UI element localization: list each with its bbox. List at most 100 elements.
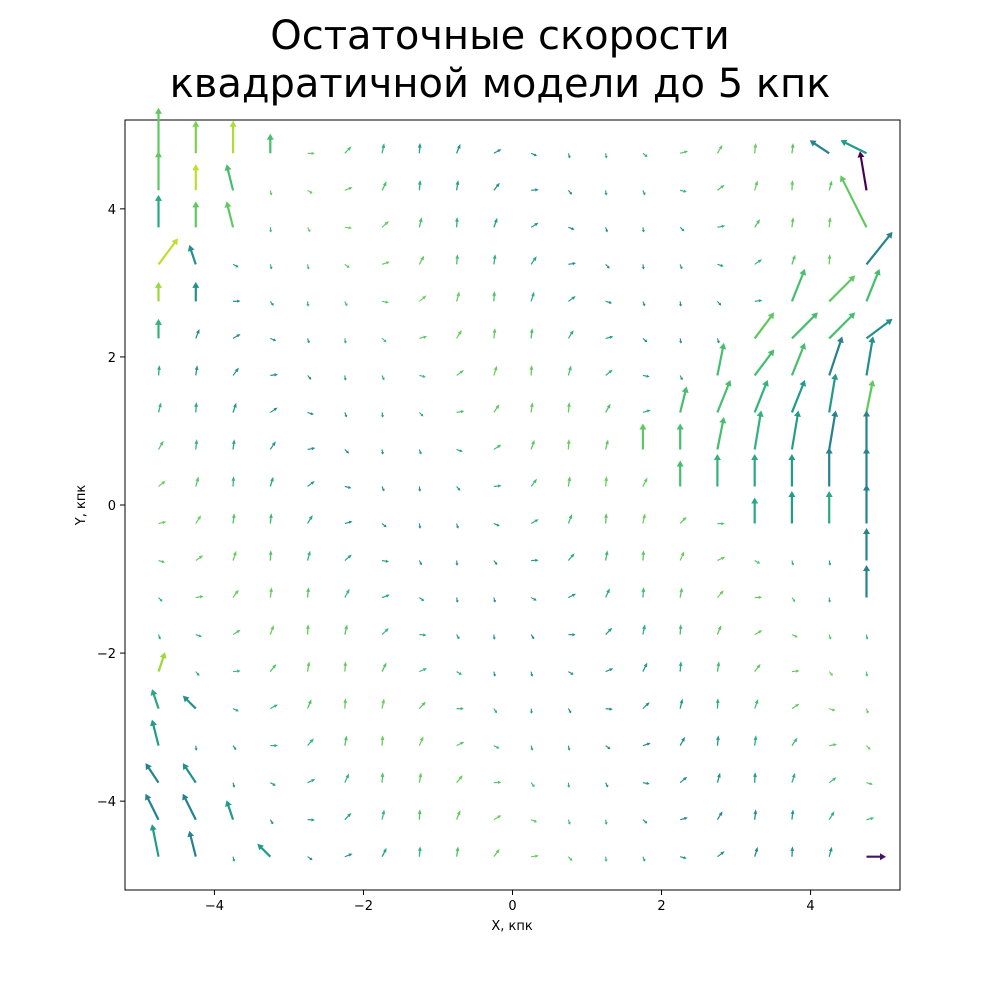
vector-arrow	[788, 454, 796, 487]
vector-arrow	[531, 558, 539, 562]
vector-arrow	[381, 338, 387, 343]
vector-arrow	[717, 263, 724, 267]
vector-arrow	[269, 264, 273, 270]
vector-arrow	[676, 460, 684, 487]
vector-arrow	[642, 477, 648, 487]
vector-arrow	[605, 403, 611, 413]
vector-arrow	[419, 335, 428, 339]
vector-arrow	[753, 349, 775, 377]
vector-arrow	[530, 152, 537, 157]
vector-arrow	[679, 386, 689, 413]
vector-arrow	[343, 661, 348, 672]
vector-arrow	[382, 559, 389, 563]
vector-arrow	[344, 588, 350, 598]
vector-arrow	[531, 188, 539, 192]
vector-arrow	[604, 190, 608, 196]
vector-arrow	[418, 772, 423, 783]
vector-arrow	[493, 444, 502, 450]
vector-arrow	[713, 454, 721, 487]
vector-arrow	[270, 337, 277, 342]
vector-arrow	[456, 741, 465, 747]
vector-arrow	[827, 254, 832, 265]
vector-arrow	[307, 227, 311, 233]
vector-arrow	[419, 295, 427, 302]
vector-arrow	[678, 661, 683, 672]
vector-arrow	[828, 180, 833, 191]
vector-arrow	[182, 763, 197, 784]
vector-arrow	[530, 597, 537, 601]
vector-arrow	[233, 299, 241, 303]
vector-arrow	[456, 775, 463, 783]
vector-arrow	[641, 550, 646, 561]
vector-arrow	[381, 143, 386, 154]
vector-arrow	[158, 597, 163, 602]
vector-arrow	[790, 846, 795, 857]
vector-arrow	[307, 779, 316, 784]
vector-arrow	[865, 336, 876, 376]
vector-arrow	[344, 735, 348, 746]
vector-arrow	[455, 597, 459, 603]
vector-arrow	[605, 300, 613, 304]
vector-arrow	[419, 633, 427, 637]
vector-arrow	[642, 662, 648, 672]
vector-arrow	[791, 772, 796, 783]
vector-arrow	[456, 448, 463, 453]
chart-title: Остаточные скорости квадратичной модели …	[169, 13, 831, 107]
vector-arrow	[344, 554, 352, 561]
vector-arrow	[157, 652, 167, 672]
vector-arrow	[344, 812, 352, 821]
vector-arrow	[492, 328, 497, 339]
axis-ticks: −4 −2 0 2 4 −4 −2 0 2 4	[97, 203, 815, 914]
vector-arrow	[863, 410, 870, 450]
vector-arrow	[716, 735, 720, 746]
vector-arrow	[788, 491, 796, 524]
vector-arrow	[344, 301, 348, 307]
vector-arrow	[754, 259, 763, 265]
vector-arrow	[150, 719, 160, 746]
vector-arrow	[381, 594, 390, 599]
vector-arrow	[418, 217, 423, 228]
vector-arrow	[530, 222, 539, 228]
vector-arrow	[568, 593, 577, 599]
vector-arrow	[195, 634, 202, 638]
vector-arrow	[418, 846, 422, 857]
vector-arrow	[605, 588, 610, 598]
vector-arrow	[145, 793, 160, 821]
vector-arrow	[829, 708, 836, 712]
vector-arrow	[307, 856, 313, 860]
vector-arrow	[158, 521, 167, 525]
vector-arrow	[567, 553, 575, 561]
vector-arrow	[566, 439, 571, 450]
vector-arrow	[754, 180, 759, 191]
vector-arrow	[192, 201, 200, 228]
vector-arrow	[493, 484, 502, 488]
vector-arrow	[717, 556, 726, 561]
vector-arrow	[456, 634, 460, 640]
vector-arrow	[306, 264, 310, 270]
vector-arrow	[753, 312, 775, 340]
vector-arrow	[149, 824, 160, 857]
vector-arrow	[676, 423, 684, 450]
vector-arrow	[306, 661, 311, 672]
vector-arrow	[716, 144, 723, 154]
vector-arrow	[233, 669, 241, 673]
vector-arrow	[791, 560, 795, 566]
vector-arrow	[865, 634, 869, 640]
vector-arrow	[155, 194, 162, 228]
vector-arrow	[641, 227, 645, 233]
vector-arrow	[678, 624, 683, 635]
vector-arrow	[194, 745, 198, 751]
vector-arrow	[232, 334, 241, 339]
vector-arrow	[753, 772, 757, 783]
vector-arrow	[716, 342, 727, 376]
vector-arrow	[716, 380, 732, 413]
vector-arrow	[192, 120, 200, 154]
vector-arrow	[715, 698, 720, 709]
vector-arrow	[343, 338, 347, 344]
y-tick-label: 2	[108, 351, 116, 366]
vector-arrow	[865, 380, 876, 413]
vector-arrow	[455, 846, 460, 857]
vector-arrow	[529, 708, 533, 714]
vector-arrow	[828, 410, 839, 450]
vector-arrow	[380, 735, 385, 746]
